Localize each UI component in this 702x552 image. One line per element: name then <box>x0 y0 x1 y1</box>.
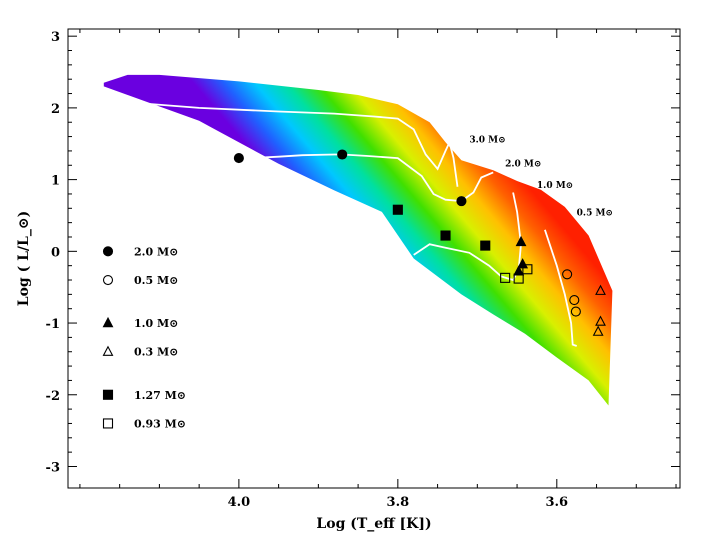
legend-label-4: 1.27 M⊙ <box>134 389 186 402</box>
legend-marker-3 <box>102 345 114 356</box>
legend-marker-5 <box>102 418 114 429</box>
y-tick-label: 1 <box>51 174 60 189</box>
track-label-2: 1.0 M⊙ <box>537 181 573 191</box>
data-point-4-0 <box>392 204 403 215</box>
data-point-3-1 <box>595 315 606 326</box>
data-point-1-0 <box>562 269 573 280</box>
legend-marker-4 <box>102 389 114 400</box>
track-labels: 3.0 M⊙ 2.0 M⊙ 1.0 M⊙ 0.5 M⊙ <box>469 135 613 218</box>
y-tick-label: 2 <box>51 102 60 117</box>
data-point-0-1 <box>337 149 348 160</box>
axis-tick-labels: 4.0 3.8 3.6 3 2 1 0 -1 -2 -3 <box>46 30 569 510</box>
data-point-5-0 <box>500 272 511 283</box>
data-point-3-2 <box>592 325 604 336</box>
data-point-0-2 <box>456 196 467 207</box>
track-label-0: 3.0 M⊙ <box>469 135 505 145</box>
legend-label-1: 0.5 M⊙ <box>134 274 178 287</box>
x-tick-label: 3.8 <box>387 495 410 510</box>
legend-marker-1 <box>102 274 114 286</box>
track-line-1 <box>250 153 494 203</box>
y-tick-label: 0 <box>51 245 60 260</box>
data-point-1-1 <box>569 295 580 306</box>
data-point-5-2 <box>522 264 533 275</box>
legend-marker-0 <box>102 246 114 257</box>
track-line-2 <box>413 192 522 282</box>
evolutionary-tracks <box>135 102 577 347</box>
data-point-2-2 <box>513 265 525 276</box>
data-point-3-0 <box>595 284 606 295</box>
data-point-4-2 <box>480 240 491 251</box>
y-tick-label: 3 <box>51 30 60 45</box>
y-tick-label: -1 <box>46 317 60 332</box>
data-point-4-1 <box>440 230 451 241</box>
plot-frame <box>67 28 681 489</box>
y-axis-title: Log ( L/L_⊙) <box>16 211 32 307</box>
track-label-3: 0.5 M⊙ <box>577 208 613 218</box>
legend-label-2: 1.0 M⊙ <box>134 317 178 330</box>
y-tick-label: -3 <box>46 460 60 475</box>
legend: 2.0 M⊙ 0.5 M⊙ 1.0 M⊙ 0.3 M⊙ 1.27 M⊙ 0.93 M⊙ <box>102 245 186 430</box>
track-line-3 <box>544 229 577 347</box>
x-axis-title: Log (T_eff [K]) <box>316 516 431 532</box>
data-point-2-0 <box>515 235 527 247</box>
legend-label-5: 0.93 M⊙ <box>134 417 186 430</box>
legend-label-0: 2.0 M⊙ <box>134 245 178 258</box>
legend-label-3: 0.3 M⊙ <box>134 346 178 359</box>
track-label-1: 2.0 M⊙ <box>505 160 541 170</box>
x-tick-label: 3.6 <box>545 495 568 510</box>
data-markers <box>233 149 606 336</box>
y-tick-label: -2 <box>46 389 60 404</box>
axis-ticks <box>68 29 680 488</box>
data-point-5-1 <box>513 273 524 284</box>
track-line-0 <box>135 102 459 187</box>
data-point-0-0 <box>233 153 244 164</box>
x-tick-label: 4.0 <box>228 495 251 510</box>
data-point-1-2 <box>570 306 581 317</box>
legend-marker-2 <box>102 316 114 328</box>
